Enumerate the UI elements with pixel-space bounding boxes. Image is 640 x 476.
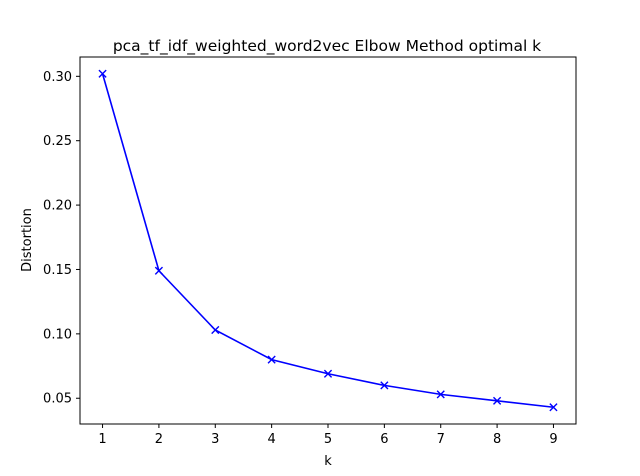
data-point-marker bbox=[492, 396, 502, 405]
y-tick-label: 0.15 bbox=[43, 263, 72, 278]
x-tick-label: 8 bbox=[493, 432, 501, 447]
y-tick-label: 0.20 bbox=[43, 199, 72, 214]
data-point-marker bbox=[98, 69, 107, 78]
y-tick-label: 0.10 bbox=[43, 327, 72, 342]
data-point-marker bbox=[267, 355, 276, 364]
y-tick-label: 0.30 bbox=[43, 70, 72, 85]
x-tick-label: 9 bbox=[549, 432, 557, 447]
data-point-marker bbox=[549, 403, 558, 412]
y-tick-label: 0.05 bbox=[43, 392, 72, 407]
data-point-marker bbox=[211, 325, 220, 335]
y-tick-label: 0.25 bbox=[43, 134, 72, 149]
data-point-marker bbox=[380, 381, 389, 390]
chart-title: pca_tf_idf_weighted_word2vec Elbow Metho… bbox=[113, 37, 541, 56]
x-axis-label: k bbox=[324, 454, 332, 469]
x-tick-label: 3 bbox=[211, 432, 219, 447]
y-axis-label: Distortion bbox=[20, 208, 35, 272]
x-tick-label: 1 bbox=[98, 432, 106, 447]
x-tick-label: 4 bbox=[267, 432, 275, 447]
x-tick-label: 2 bbox=[155, 432, 163, 447]
data-point-marker bbox=[436, 390, 445, 399]
y-axis-ticks: 0.05 0.10 0.15 0.20 0.25 0.30 bbox=[43, 70, 80, 407]
x-tick-label: 5 bbox=[324, 432, 332, 447]
x-tick-label: 6 bbox=[380, 432, 388, 447]
x-axis-ticks: 1 2 3 4 5 6 7 8 9 bbox=[98, 424, 558, 447]
data-point-marker bbox=[323, 369, 333, 378]
plot-area: 1 2 3 4 5 6 7 8 9 0.05 0.10 0.15 0.20 0.25 0.30 bbox=[43, 56, 577, 447]
series-layer bbox=[98, 69, 558, 412]
x-tick-label: 7 bbox=[437, 432, 445, 447]
data-point-marker bbox=[154, 266, 164, 275]
